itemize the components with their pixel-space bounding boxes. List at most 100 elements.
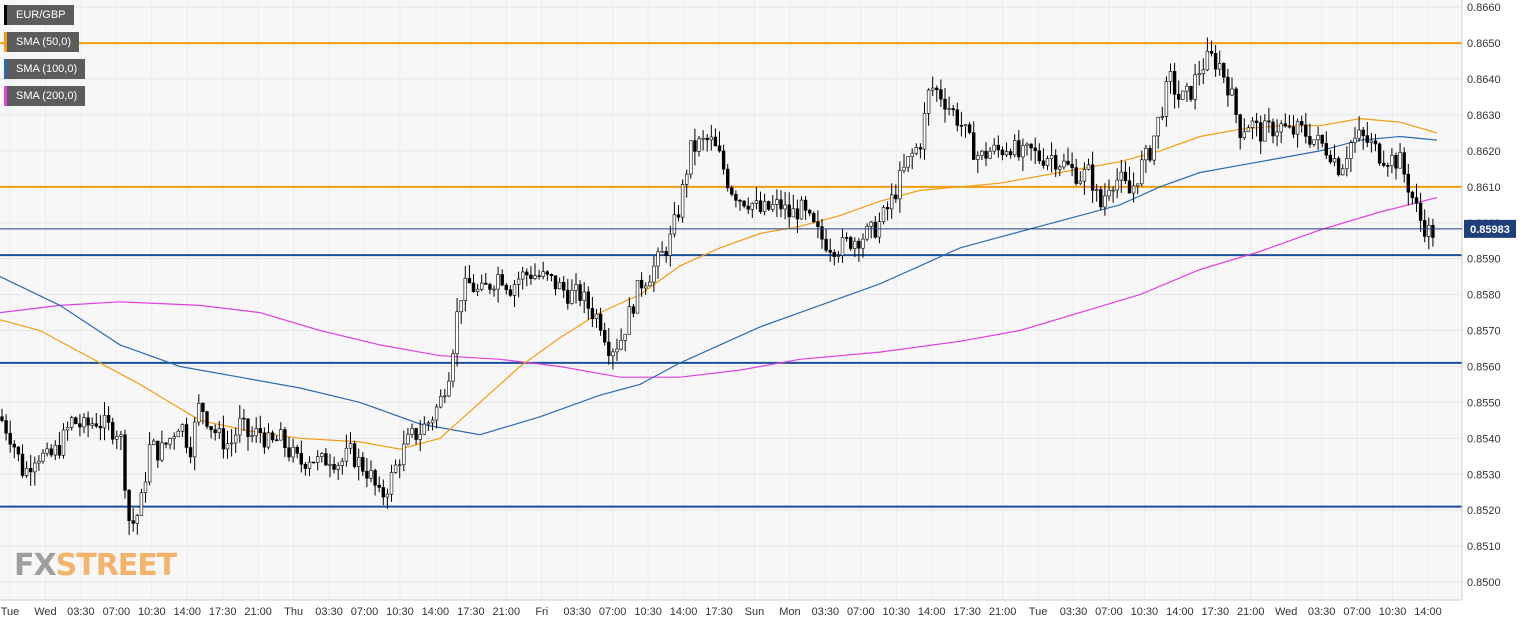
candle-body — [365, 471, 369, 479]
candle-body — [529, 274, 533, 279]
candle-body — [1345, 158, 1349, 170]
x-tick-label: 03:30 — [1060, 606, 1088, 618]
candle-body — [119, 434, 123, 437]
candle-body — [74, 417, 78, 425]
candle-body — [188, 447, 193, 458]
candle-body — [1078, 180, 1083, 184]
x-tick-label: 17:30 — [209, 606, 237, 618]
candle-body — [147, 444, 152, 483]
x-tick-label: Tue — [1, 606, 20, 618]
y-tick-label: 0.8520 — [1467, 505, 1501, 517]
x-tick-label: 17:30 — [1202, 606, 1230, 618]
candle-body — [434, 406, 439, 421]
y-tick-label: 0.8610 — [1467, 182, 1501, 194]
candle-body — [766, 201, 771, 210]
candle-body — [246, 418, 250, 438]
y-tick-label: 0.8550 — [1467, 397, 1501, 409]
candle-body — [1148, 147, 1152, 161]
candle-body — [869, 221, 873, 227]
candle-body — [176, 430, 180, 437]
candle-body — [270, 432, 275, 441]
candle-body — [578, 284, 582, 301]
candle-body — [705, 137, 709, 141]
x-tick-label: 17:30 — [705, 606, 733, 618]
candle-body — [1111, 189, 1115, 192]
y-tick-label: 0.8590 — [1467, 254, 1501, 266]
candle-body — [1377, 143, 1382, 164]
legend-sma100[interactable]: SMA (100,0) — [4, 59, 86, 79]
candle-body — [902, 166, 906, 171]
y-tick-label: 0.8580 — [1467, 290, 1501, 302]
candle-body — [1029, 143, 1033, 149]
candle-body — [853, 240, 857, 249]
candle-body — [28, 467, 33, 473]
candle-body — [631, 306, 636, 314]
y-tick-label: 0.8660 — [1467, 2, 1501, 14]
candle-body — [377, 484, 381, 488]
fxstreet-logo: FXSTREET — [14, 548, 177, 583]
candle-body — [885, 207, 890, 210]
candle-body — [389, 472, 394, 495]
candle-body — [1320, 134, 1324, 144]
candle-body — [328, 464, 332, 466]
candle-body — [422, 423, 426, 435]
x-tick-label: 07:00 — [847, 606, 875, 618]
candle-body — [443, 395, 447, 398]
candle-body — [24, 467, 29, 476]
legend-sma200[interactable]: SMA (200,0) — [4, 86, 86, 106]
candle-body — [832, 251, 837, 257]
candle-body — [602, 329, 607, 343]
candle-body — [939, 89, 943, 100]
candle-body — [209, 426, 213, 431]
candle-body — [1238, 114, 1242, 139]
candle-body — [959, 125, 964, 127]
candle-body — [1279, 123, 1283, 133]
candle-body — [557, 281, 562, 290]
candle-body — [1304, 124, 1308, 137]
candle-body — [1300, 121, 1304, 126]
candle-body — [828, 249, 832, 253]
candle-body — [873, 221, 878, 238]
candle-body — [668, 233, 673, 256]
candle-body — [139, 492, 144, 516]
candle-body — [877, 221, 882, 238]
candle-body — [1373, 140, 1378, 145]
candle-body — [1156, 116, 1160, 137]
candle-body — [816, 221, 820, 227]
candle-body — [1197, 73, 1201, 76]
y-tick-label: 0.8500 — [1467, 577, 1501, 589]
candle-body — [1004, 151, 1009, 156]
candle-body — [910, 152, 914, 157]
candle-body — [520, 271, 525, 280]
candle-body — [1271, 121, 1275, 137]
x-tick-label: 21:00 — [989, 606, 1017, 618]
candle-body — [1324, 143, 1329, 156]
candle-body — [197, 403, 201, 423]
x-tick-label: 03:30 — [812, 606, 840, 618]
candle-body — [106, 415, 111, 423]
candle-body — [914, 147, 919, 154]
x-tick-label: 07:00 — [1095, 606, 1123, 618]
candle-body — [984, 150, 988, 159]
candle-body — [1263, 120, 1267, 142]
x-tick-label: 17:30 — [457, 606, 485, 618]
legend-swatch — [4, 59, 7, 79]
candle-body — [127, 489, 131, 521]
candle-body — [467, 277, 472, 284]
candle-body — [1082, 169, 1087, 182]
candle-body — [652, 265, 656, 283]
candle-body — [947, 108, 951, 110]
candle-body — [217, 428, 221, 434]
candle-body — [1287, 125, 1292, 128]
legend-sma50[interactable]: SMA (50,0) — [4, 32, 80, 52]
legend-eurgbp[interactable]: EUR/GBP — [4, 5, 74, 25]
candle-body — [98, 425, 103, 429]
candle-body — [545, 271, 550, 275]
candle-body — [643, 285, 648, 289]
candle-body — [935, 87, 939, 90]
candle-body — [857, 240, 861, 249]
plot-area — [0, 0, 1462, 600]
candle-body — [229, 442, 234, 445]
candle-body — [160, 442, 164, 461]
